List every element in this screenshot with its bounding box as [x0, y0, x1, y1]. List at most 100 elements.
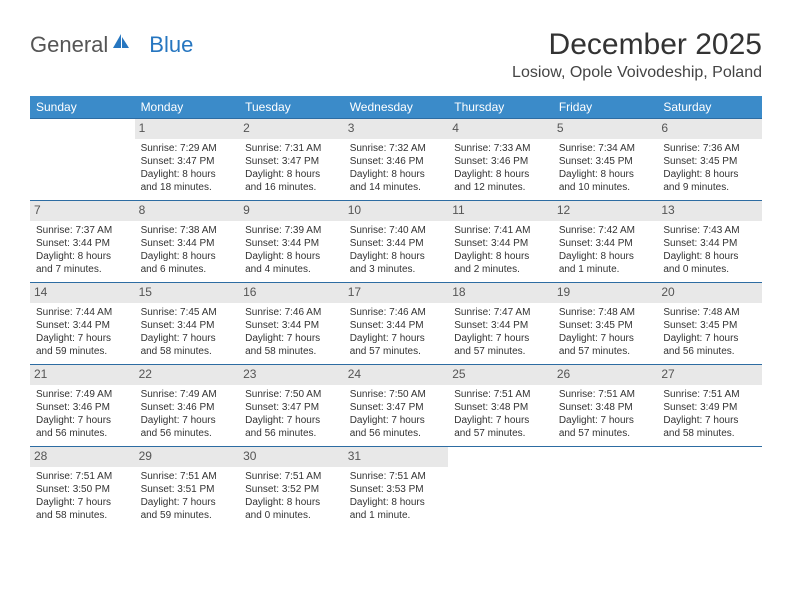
sunset-text: Sunset: 3:45 PM	[559, 155, 652, 168]
day-number: 11	[448, 201, 553, 221]
logo-text-general: General	[30, 32, 108, 58]
sunset-text: Sunset: 3:44 PM	[454, 319, 547, 332]
sunset-text: Sunset: 3:48 PM	[454, 401, 547, 414]
sunset-text: Sunset: 3:47 PM	[245, 155, 338, 168]
calendar-day-cell	[30, 119, 135, 201]
sunset-text: Sunset: 3:50 PM	[36, 483, 129, 496]
daylight-text: Daylight: 8 hours and 0 minutes.	[663, 250, 756, 276]
calendar-body: 1Sunrise: 7:29 AMSunset: 3:47 PMDaylight…	[30, 119, 762, 529]
sunrise-text: Sunrise: 7:44 AM	[36, 306, 129, 319]
sunset-text: Sunset: 3:45 PM	[663, 319, 756, 332]
sunset-text: Sunset: 3:44 PM	[454, 237, 547, 250]
sunset-text: Sunset: 3:47 PM	[141, 155, 234, 168]
calendar-day-cell: 1 Sunrise: 7:29 AMSunset: 3:47 PMDaylight…	[135, 119, 240, 201]
calendar-day-cell: 29Sunrise: 7:51 AMSunset: 3:51 PMDayligh…	[135, 447, 240, 529]
day-number: 28	[30, 447, 135, 467]
daylight-text: Daylight: 8 hours and 18 minutes.	[141, 168, 234, 194]
calendar-day-cell: 3Sunrise: 7:32 AMSunset: 3:46 PMDaylight…	[344, 119, 449, 201]
sunset-text: Sunset: 3:53 PM	[350, 483, 443, 496]
calendar-day-cell: 21Sunrise: 7:49 AMSunset: 3:46 PMDayligh…	[30, 365, 135, 447]
daylight-text: Daylight: 8 hours and 9 minutes.	[663, 168, 756, 194]
calendar-day-cell	[553, 447, 658, 529]
daylight-text: Daylight: 7 hours and 57 minutes.	[454, 332, 547, 358]
calendar-week-row: 14Sunrise: 7:44 AMSunset: 3:44 PMDayligh…	[30, 283, 762, 365]
weekday-header: Friday	[553, 96, 658, 119]
daylight-text: Daylight: 7 hours and 57 minutes.	[350, 332, 443, 358]
daylight-text: Daylight: 8 hours and 1 minute.	[350, 496, 443, 522]
sunrise-text: Sunrise: 7:37 AM	[36, 224, 129, 237]
sunrise-text: Sunrise: 7:51 AM	[454, 388, 547, 401]
day-number: 9	[239, 201, 344, 221]
sunset-text: Sunset: 3:44 PM	[663, 237, 756, 250]
sunrise-text: Sunrise: 7:40 AM	[350, 224, 443, 237]
month-title: December 2025	[512, 28, 762, 62]
day-number: 21	[30, 365, 135, 385]
sunrise-text: Sunrise: 7:29 AM	[141, 142, 234, 155]
sunrise-text: Sunrise: 7:50 AM	[245, 388, 338, 401]
calendar-day-cell: 24Sunrise: 7:50 AMSunset: 3:47 PMDayligh…	[344, 365, 449, 447]
sunrise-text: Sunrise: 7:33 AM	[454, 142, 547, 155]
day-number: 24	[344, 365, 449, 385]
calendar-day-cell: 16Sunrise: 7:46 AMSunset: 3:44 PMDayligh…	[239, 283, 344, 365]
sunrise-text: Sunrise: 7:51 AM	[141, 470, 234, 483]
sunrise-text: Sunrise: 7:50 AM	[350, 388, 443, 401]
header: General Blue December 2025 Losiow, Opole…	[30, 28, 762, 82]
daylight-text: Daylight: 7 hours and 59 minutes.	[141, 496, 234, 522]
calendar-day-cell	[448, 447, 553, 529]
sunrise-text: Sunrise: 7:48 AM	[663, 306, 756, 319]
sunset-text: Sunset: 3:44 PM	[141, 319, 234, 332]
calendar-day-cell: 23Sunrise: 7:50 AMSunset: 3:47 PMDayligh…	[239, 365, 344, 447]
sunrise-text: Sunrise: 7:36 AM	[663, 142, 756, 155]
sunrise-text: Sunrise: 7:31 AM	[245, 142, 338, 155]
weekday-header: Wednesday	[344, 96, 449, 119]
daylight-text: Daylight: 7 hours and 56 minutes.	[36, 414, 129, 440]
sunrise-text: Sunrise: 7:43 AM	[663, 224, 756, 237]
calendar-day-cell: 4Sunrise: 7:33 AMSunset: 3:46 PMDaylight…	[448, 119, 553, 201]
sunrise-text: Sunrise: 7:41 AM	[454, 224, 547, 237]
calendar-day-cell: 10Sunrise: 7:40 AMSunset: 3:44 PMDayligh…	[344, 201, 449, 283]
weekday-header: Tuesday	[239, 96, 344, 119]
daylight-text: Daylight: 8 hours and 10 minutes.	[559, 168, 652, 194]
calendar-header-row: SundayMondayTuesdayWednesdayThursdayFrid…	[30, 96, 762, 119]
daylight-text: Daylight: 8 hours and 16 minutes.	[245, 168, 338, 194]
daylight-text: Daylight: 8 hours and 7 minutes.	[36, 250, 129, 276]
day-number: 1	[135, 119, 240, 139]
day-number: 3	[344, 119, 449, 139]
calendar-day-cell: 26Sunrise: 7:51 AMSunset: 3:48 PMDayligh…	[553, 365, 658, 447]
daylight-text: Daylight: 8 hours and 4 minutes.	[245, 250, 338, 276]
sunset-text: Sunset: 3:47 PM	[350, 401, 443, 414]
day-number: 4	[448, 119, 553, 139]
day-number: 15	[135, 283, 240, 303]
weekday-header: Monday	[135, 96, 240, 119]
sunrise-text: Sunrise: 7:51 AM	[663, 388, 756, 401]
sunrise-text: Sunrise: 7:51 AM	[559, 388, 652, 401]
daylight-text: Daylight: 8 hours and 14 minutes.	[350, 168, 443, 194]
day-number: 25	[448, 365, 553, 385]
day-number: 20	[657, 283, 762, 303]
day-number: 16	[239, 283, 344, 303]
sunset-text: Sunset: 3:44 PM	[141, 237, 234, 250]
calendar-day-cell: 9Sunrise: 7:39 AMSunset: 3:44 PMDaylight…	[239, 201, 344, 283]
daylight-text: Daylight: 7 hours and 58 minutes.	[141, 332, 234, 358]
daylight-text: Daylight: 7 hours and 56 minutes.	[245, 414, 338, 440]
daylight-text: Daylight: 7 hours and 58 minutes.	[245, 332, 338, 358]
weekday-header: Thursday	[448, 96, 553, 119]
sunset-text: Sunset: 3:46 PM	[350, 155, 443, 168]
calendar-day-cell: 22Sunrise: 7:49 AMSunset: 3:46 PMDayligh…	[135, 365, 240, 447]
sunset-text: Sunset: 3:47 PM	[245, 401, 338, 414]
day-number: 26	[553, 365, 658, 385]
calendar-day-cell: 12Sunrise: 7:42 AMSunset: 3:44 PMDayligh…	[553, 201, 658, 283]
sunrise-text: Sunrise: 7:47 AM	[454, 306, 547, 319]
sunrise-text: Sunrise: 7:49 AM	[36, 388, 129, 401]
calendar-day-cell: 31Sunrise: 7:51 AMSunset: 3:53 PMDayligh…	[344, 447, 449, 529]
sunset-text: Sunset: 3:46 PM	[454, 155, 547, 168]
daylight-text: Daylight: 7 hours and 57 minutes.	[454, 414, 547, 440]
logo: General Blue	[30, 28, 193, 58]
sunset-text: Sunset: 3:44 PM	[350, 319, 443, 332]
logo-sail-icon	[111, 32, 131, 58]
weekday-header: Sunday	[30, 96, 135, 119]
calendar-day-cell: 5Sunrise: 7:34 AMSunset: 3:45 PMDaylight…	[553, 119, 658, 201]
day-number: 31	[344, 447, 449, 467]
sunset-text: Sunset: 3:44 PM	[350, 237, 443, 250]
sunrise-text: Sunrise: 7:51 AM	[245, 470, 338, 483]
